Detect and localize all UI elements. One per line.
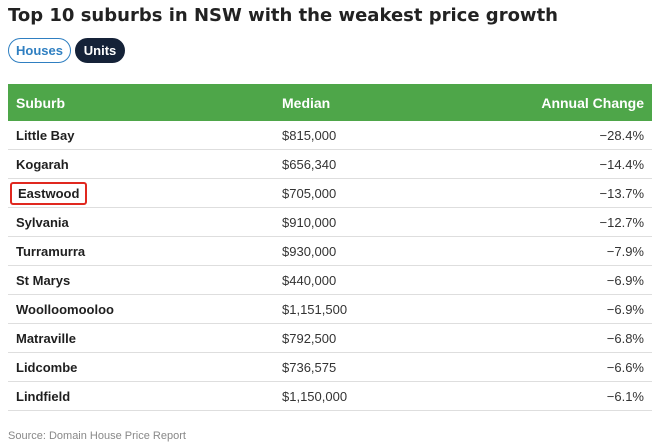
table-row: Matraville $792,500 −6.8% — [8, 324, 652, 353]
suburb-cell: Eastwood — [8, 181, 274, 205]
annual-change-cell: −12.7% — [599, 214, 644, 230]
column-header-median: Median — [282, 94, 331, 111]
median-cell: $656,340 — [282, 156, 337, 172]
column-header-suburb: Suburb — [16, 94, 65, 111]
annual-change-cell: −6.6% — [606, 359, 644, 375]
suburb-cell: St Marys — [16, 272, 71, 288]
median-cell: $792,500 — [282, 330, 337, 346]
table-row: Kogarah $656,340 −14.4% — [8, 150, 652, 179]
suburb-cell: Woolloomooloo — [16, 301, 114, 317]
annual-change-cell: −6.8% — [606, 330, 644, 346]
suburb-cell: Matraville — [16, 330, 76, 346]
table-row: St Marys $440,000 −6.9% — [8, 266, 652, 295]
median-cell: $930,000 — [282, 243, 337, 259]
median-cell: $440,000 — [282, 272, 337, 288]
table-row-highlighted: Eastwood $705,000 −13.7% — [8, 179, 652, 208]
suburb-cell: Little Bay — [16, 127, 75, 143]
suburb-cell: Lindfield — [16, 388, 71, 404]
median-cell: $1,150,000 — [282, 388, 348, 404]
annual-change-cell: −6.9% — [606, 272, 644, 288]
table-row: Little Bay $815,000 −28.4% — [8, 121, 652, 150]
annual-change-cell: −6.1% — [606, 388, 644, 404]
annual-change-cell: −7.9% — [606, 243, 644, 259]
median-cell: $705,000 — [282, 185, 337, 201]
column-header-annual-change: Annual Change — [541, 94, 644, 111]
median-cell: $815,000 — [282, 127, 337, 143]
page-title: Top 10 suburbs in NSW with the weakest p… — [8, 5, 558, 26]
table-row: Turramurra $930,000 −7.9% — [8, 237, 652, 266]
table-row: Woolloomooloo $1,151,500 −6.9% — [8, 295, 652, 324]
table-header: Suburb Median Annual Change — [8, 84, 652, 121]
median-cell: $910,000 — [282, 214, 337, 230]
annual-change-cell: −13.7% — [599, 185, 644, 201]
table-row: Sylvania $910,000 −12.7% — [8, 208, 652, 237]
annual-change-cell: −28.4% — [599, 127, 644, 143]
suburb-cell: Turramurra — [16, 243, 86, 259]
source-note: Source: Domain House Price Report — [8, 430, 186, 442]
suburb-cell: Kogarah — [16, 156, 69, 172]
table-row: Lindfield $1,150,000 −6.1% — [8, 382, 652, 411]
units-toggle-button[interactable]: Units — [75, 38, 125, 63]
annual-change-cell: −14.4% — [599, 156, 644, 172]
houses-toggle-button[interactable]: Houses — [8, 38, 71, 63]
suburb-cell: Lidcombe — [16, 359, 78, 375]
annual-change-cell: −6.9% — [606, 301, 644, 317]
suburb-table: Suburb Median Annual Change Little Bay $… — [8, 84, 652, 411]
median-cell: $736,575 — [282, 359, 337, 375]
table-row: Lidcombe $736,575 −6.6% — [8, 353, 652, 382]
highlight-box: Eastwood — [10, 181, 88, 205]
median-cell: $1,151,500 — [282, 301, 348, 317]
suburb-cell: Sylvania — [16, 214, 69, 230]
